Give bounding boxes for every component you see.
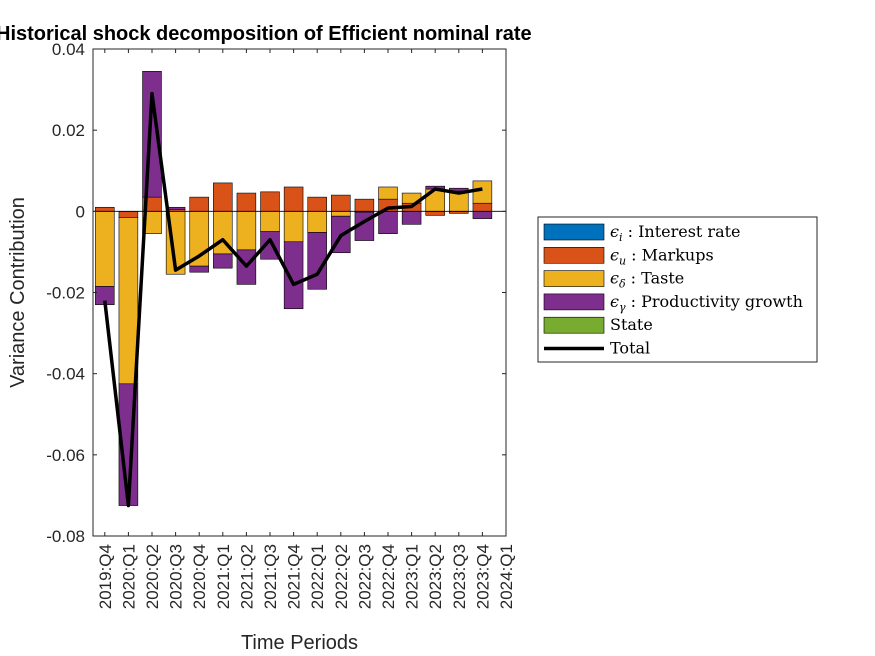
legend-label-2: ϵδ : Taste (610, 269, 684, 291)
bar-segment-1-5 (213, 182, 233, 212)
x-tick-label: 2021:Q4 (285, 544, 304, 609)
legend-swatch-4 (543, 316, 605, 334)
x-axis: 2019:Q4 2020:Q1 2020:Q2 2020:Q3 2020:Q4 2021:… (96, 49, 516, 609)
x-tick-label: 2022:Q1 (308, 544, 327, 609)
bar-segment-2-1 (118, 217, 139, 385)
legend-swatch-3 (543, 293, 605, 311)
bar-segment-3-15 (449, 187, 469, 192)
x-tick-label: 2023:Q2 (426, 544, 445, 609)
legend-label-1: ϵu : Markups (610, 245, 714, 267)
x-tick-label: 2021:Q1 (214, 544, 233, 609)
total-line (103, 91, 483, 508)
bar-segment-3-4 (189, 265, 209, 273)
legend-swatch-2 (543, 270, 605, 287)
bar-segment-1-14 (425, 211, 445, 216)
bar-segment-1-11 (354, 198, 375, 212)
y-tick-label: 0.04 (52, 40, 85, 59)
bar-segment-1-7 (260, 191, 280, 212)
bar-segment-1-10 (331, 194, 351, 212)
legend-label-4: State (610, 315, 653, 334)
x-tick-label: 2022:Q3 (355, 544, 374, 609)
x-tick-label: 2022:Q4 (379, 544, 398, 609)
bar-segment-1-8 (283, 186, 304, 212)
bars-group (95, 71, 493, 506)
bar-segment-2-12 (378, 186, 398, 200)
bar-segment-1-1 (118, 211, 139, 218)
x-tick-label: 2020:Q3 (167, 544, 186, 609)
legend-label-0: ϵi : Interest rate (610, 222, 741, 244)
x-tick-label: 2021:Q2 (237, 544, 256, 609)
x-axis-title: Time Periods (241, 632, 358, 654)
bar-segment-3-8 (283, 241, 304, 310)
y-tick-label: -0.04 (46, 365, 85, 384)
x-tick-label: 2024:Q1 (497, 544, 516, 609)
bar-segment-3-5 (213, 253, 233, 269)
x-tick-label: 2020:Q4 (190, 544, 209, 609)
bar-segment-1-9 (307, 196, 327, 212)
y-axis: -0.08 -0.06 -0.04 -0.02 0 0.02 0.04 (46, 40, 506, 546)
x-tick-label: 2023:Q3 (450, 544, 469, 609)
y-tick-label: -0.06 (46, 446, 85, 465)
bar-segment-2-8 (283, 211, 304, 243)
bar-segment-1-6 (236, 192, 257, 212)
x-tick-label: 2020:Q1 (119, 544, 138, 609)
legend-label-3: ϵγ : Productivity growth (610, 292, 803, 314)
y-tick-label: 0 (76, 202, 85, 221)
y-tick-label: -0.08 (46, 527, 85, 546)
x-tick-label: 2023:Q1 (403, 544, 422, 609)
bar-segment-2-16 (472, 180, 493, 204)
bar-segment-3-13 (401, 211, 422, 225)
y-tick-label: 0.02 (52, 121, 85, 140)
y-tick-label: -0.02 (46, 284, 85, 303)
legend-swatch-0 (543, 223, 605, 241)
bar-segment-1-4 (189, 196, 209, 212)
legend-box (537, 216, 818, 363)
x-tick-label: 2019:Q4 (96, 544, 115, 609)
bar-segment-2-10 (331, 211, 351, 217)
x-tick-label: 2021:Q3 (261, 544, 280, 609)
bar-segment-3-12 (378, 211, 398, 234)
x-tick-label: 2020:Q2 (143, 544, 162, 609)
total-line-group (103, 91, 483, 508)
legend-swatch-1 (543, 247, 605, 264)
bar-segment-3-16 (472, 211, 493, 219)
y-axis-title: Variance Contribution (7, 197, 29, 388)
chart-title: Historical shock decomposition of Effici… (0, 23, 532, 45)
legend-label-total: Total (610, 339, 650, 358)
bar-segment-2-9 (307, 211, 327, 233)
bar-segment-1-16 (472, 202, 493, 212)
bar-segment-2-7 (260, 211, 280, 232)
bar-segment-1-0 (95, 206, 115, 212)
bar-segment-2-6 (236, 211, 257, 251)
x-tick-label: 2023:Q4 (473, 544, 492, 609)
bar-segment-2-0 (95, 211, 115, 287)
x-tick-label: 2022:Q2 (332, 544, 351, 609)
